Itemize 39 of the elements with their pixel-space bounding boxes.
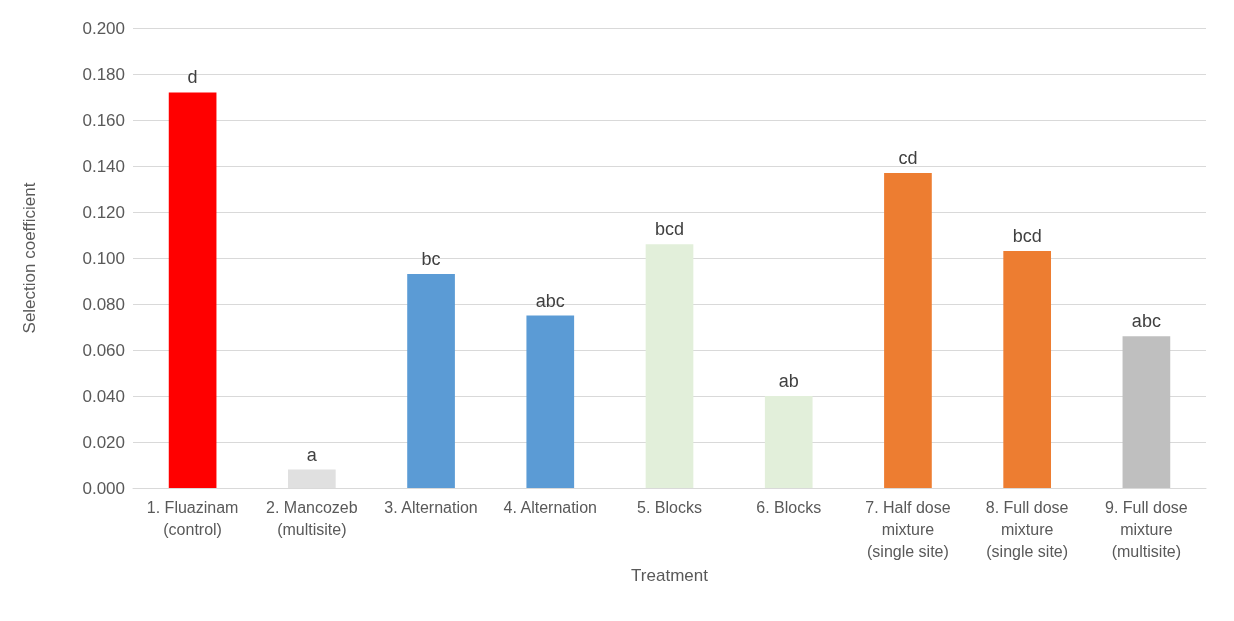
annotation: abc [535, 290, 565, 311]
annotation: abc [1131, 311, 1161, 332]
bar [168, 92, 217, 488]
bar [1122, 336, 1171, 488]
y-tick-label: 0.180 [82, 64, 125, 84]
x-tick-label: 9. Full dose mixture (multisite) [1105, 498, 1188, 560]
y-tick-label: 0.100 [82, 248, 125, 268]
bar [1003, 251, 1052, 488]
x-tick-label: 2. Mancozeb (multisite) [266, 498, 358, 538]
x-tick-label: 4. Alternation [503, 498, 597, 516]
bar [645, 244, 694, 488]
y-tick-label: 0.120 [82, 202, 125, 222]
x-tick-label: 5. Blocks [637, 498, 702, 516]
annotation: bcd [654, 219, 685, 240]
annotation: bc [421, 249, 441, 270]
y-tick-label: 0.080 [82, 294, 125, 314]
x-tick-label: 1. Fluazinam (control) [146, 498, 239, 538]
y-tick-label: 0.020 [82, 432, 125, 452]
y-tick-label: 0.200 [82, 18, 125, 38]
y-axis-title: Selection coefficient [20, 182, 39, 334]
bar [407, 274, 455, 488]
y-tick-label: 0.140 [82, 156, 125, 176]
x-axis-title: Treatment [631, 565, 709, 585]
x-tick-label: 8. Full dose mixture (single site) [985, 498, 1069, 560]
annotation: ab [778, 371, 799, 391]
annotation: a [306, 444, 318, 465]
bar [764, 396, 813, 488]
y-tick-label: 0.040 [82, 386, 125, 406]
x-tick-label: 3. Alternation [384, 498, 478, 516]
y-tick-label: 0.000 [82, 478, 125, 498]
y-tick-label: 0.160 [82, 110, 125, 130]
annotation: bcd [1012, 226, 1042, 247]
y-tick-label: 0.060 [82, 340, 125, 360]
annotation: cd [898, 147, 918, 168]
annotation: d [187, 67, 198, 88]
bar [526, 315, 575, 488]
x-tick-label: 7. Half dose mixture (single site) [865, 498, 951, 560]
x-tick-label: 6. Blocks [756, 498, 822, 516]
bar [884, 172, 932, 488]
